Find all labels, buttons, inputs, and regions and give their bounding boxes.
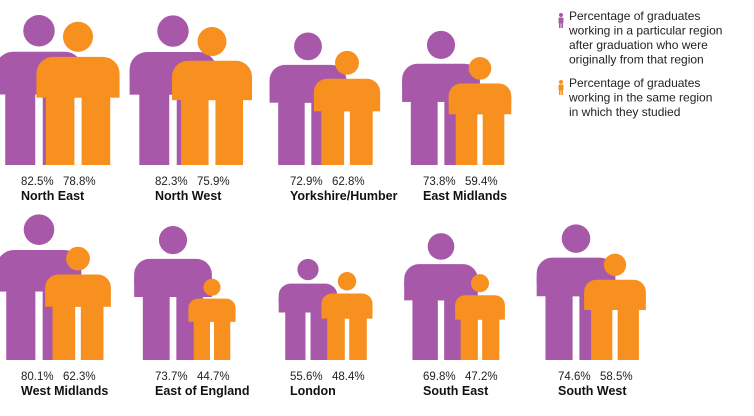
value-label-study: 47.2% bbox=[465, 371, 498, 383]
region-label: North East bbox=[21, 189, 85, 203]
legend-text-line: Percentage of graduates bbox=[569, 76, 700, 90]
legend-text-line: working in a particular region bbox=[568, 24, 722, 38]
value-label-origin: 69.8% bbox=[423, 371, 456, 383]
legend-text-line: working in the same region bbox=[568, 91, 712, 105]
region-label: South East bbox=[423, 384, 489, 398]
value-label-study: 59.4% bbox=[465, 176, 498, 188]
value-label-study: 58.5% bbox=[600, 371, 633, 383]
region-label: London bbox=[290, 384, 336, 398]
region-label: West Midlands bbox=[21, 384, 108, 398]
figure-study-east-of-england bbox=[188, 278, 236, 360]
figure-study-west-midlands bbox=[45, 246, 111, 360]
legend-text-line: Percentage of graduates bbox=[569, 9, 700, 23]
value-label-study: 62.8% bbox=[332, 176, 365, 188]
value-label-origin: 74.6% bbox=[558, 371, 591, 383]
region-label: North West bbox=[155, 189, 222, 203]
figure-study-yorkshire-humber bbox=[313, 50, 381, 165]
figure-study-south-west bbox=[584, 253, 646, 360]
region-label: East of England bbox=[155, 384, 249, 398]
value-label-origin: 82.5% bbox=[21, 176, 54, 188]
value-label-study: 44.7% bbox=[197, 371, 230, 383]
value-label-origin: 72.9% bbox=[290, 176, 323, 188]
value-label-study: 75.9% bbox=[197, 176, 230, 188]
value-label-study: 62.3% bbox=[63, 371, 96, 383]
region-label: East Midlands bbox=[423, 189, 507, 203]
region-label: Yorkshire/Humber bbox=[290, 189, 398, 203]
figure-study-north-west bbox=[171, 27, 253, 165]
legend-text-line: after graduation who were bbox=[569, 38, 708, 52]
value-label-origin: 80.1% bbox=[21, 371, 54, 383]
labels-layer: 82.5% 78.8%North East 82.3% 75.9%North West… bbox=[21, 176, 633, 398]
value-label-origin: 82.3% bbox=[155, 176, 188, 188]
legend-text-line: originally from that region bbox=[569, 53, 704, 67]
person-icon bbox=[558, 80, 564, 95]
figure-study-north-east bbox=[36, 21, 120, 165]
figure-study-east-midlands bbox=[448, 56, 512, 165]
region-label: South West bbox=[558, 384, 627, 398]
value-label-origin: 73.7% bbox=[155, 371, 188, 383]
figure-study-south-east bbox=[455, 274, 505, 360]
value-label-study: 48.4% bbox=[332, 371, 365, 383]
value-label-origin: 73.8% bbox=[423, 176, 456, 188]
person-icon bbox=[558, 13, 564, 28]
figure-study-london bbox=[321, 272, 373, 360]
value-label-origin: 55.6% bbox=[290, 371, 323, 383]
value-label-study: 78.8% bbox=[63, 176, 96, 188]
legend-text-line: in which they studied bbox=[569, 105, 680, 119]
figures-layer bbox=[0, 15, 646, 360]
figure-origin-south-east bbox=[404, 233, 478, 360]
